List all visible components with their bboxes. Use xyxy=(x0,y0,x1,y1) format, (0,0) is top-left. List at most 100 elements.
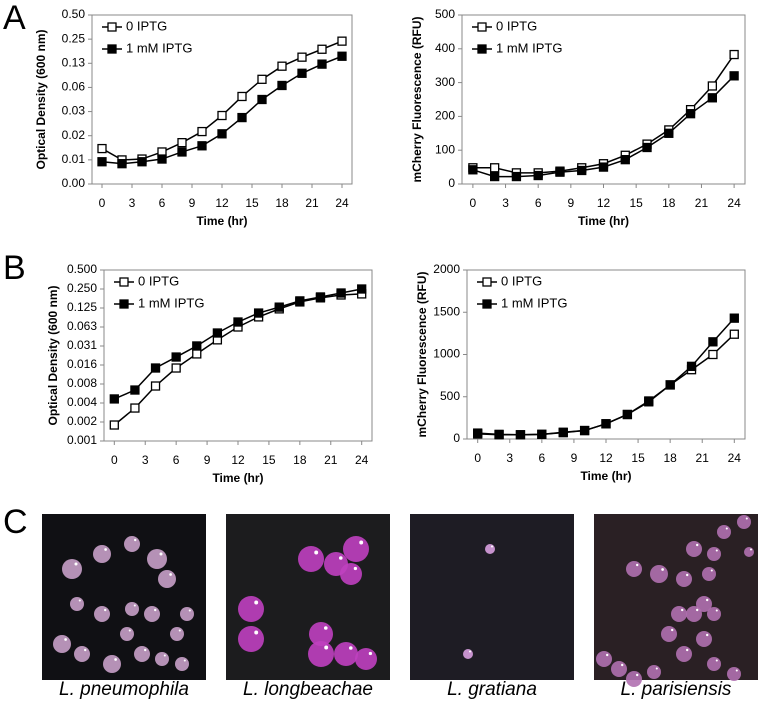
photo xyxy=(42,514,206,680)
data-point xyxy=(555,167,565,177)
highlight xyxy=(133,604,136,607)
y-tick-label: 0.03 xyxy=(62,104,86,118)
y-tick-label: 0.02 xyxy=(62,128,86,142)
y-tick-label: 0.06 xyxy=(62,80,86,94)
x-tick-label: 15 xyxy=(262,453,276,467)
panel-label: A xyxy=(3,0,26,37)
highlight xyxy=(104,608,107,612)
legend-marker xyxy=(482,277,492,287)
highlight xyxy=(188,609,191,612)
data-point xyxy=(620,155,630,165)
colony xyxy=(661,626,677,642)
highlight xyxy=(104,548,107,551)
highlight xyxy=(254,600,259,605)
data-point xyxy=(533,170,543,181)
data-point xyxy=(237,112,247,123)
data-point xyxy=(257,74,267,84)
data-point xyxy=(664,128,674,138)
legend-label: 0 IPTG xyxy=(138,273,179,288)
legend-label: 1 mM IPTG xyxy=(496,40,562,55)
colony xyxy=(238,596,264,622)
x-tick-label: 6 xyxy=(535,196,542,210)
legend-marker xyxy=(482,299,492,309)
x-tick-label: 24 xyxy=(335,196,349,210)
colony xyxy=(124,536,140,552)
x-tick-label: 24 xyxy=(355,453,369,467)
x-tick-label: 9 xyxy=(204,453,211,467)
colony xyxy=(308,641,334,667)
x-tick-label: 9 xyxy=(189,196,196,210)
x-tick-label: 21 xyxy=(696,451,710,465)
data-point xyxy=(686,361,697,371)
colony xyxy=(702,567,716,581)
photo-caption: L. pneumophila xyxy=(59,679,189,700)
data-point xyxy=(729,329,739,339)
y-tick-label: 0.004 xyxy=(67,395,97,409)
data-point xyxy=(598,162,609,172)
x-axis-title: Time (hr) xyxy=(212,471,263,485)
highlight xyxy=(163,654,166,657)
y-tick-label: 0 xyxy=(453,431,460,445)
legend-label: 1 mM IPTG xyxy=(501,295,567,310)
y-tick-label: 500 xyxy=(440,389,460,403)
colony xyxy=(175,657,189,671)
y-tick-label: 0.01 xyxy=(62,152,86,166)
y-tick-label: 0.13 xyxy=(62,55,86,69)
y-tick-label: 2000 xyxy=(433,262,460,276)
legend-marker xyxy=(119,299,129,309)
series-line xyxy=(113,293,362,426)
data-point xyxy=(192,349,202,359)
data-point xyxy=(297,52,307,62)
highlight xyxy=(368,651,373,656)
highlight xyxy=(715,609,718,612)
colony xyxy=(650,565,668,583)
x-tick-label: 24 xyxy=(728,451,742,465)
data-point xyxy=(277,80,287,91)
colony xyxy=(334,642,358,666)
legend-label: 0 IPTG xyxy=(501,273,542,288)
data-point xyxy=(490,163,500,173)
colony xyxy=(93,545,111,563)
colony xyxy=(626,561,642,577)
highlight xyxy=(178,629,181,632)
y-tick-label: 0.25 xyxy=(62,31,86,45)
chart: 0.00 0.01 0.02 0.03 0.06 0.13 0.25 0.50 0 3 6 9 12 15… xyxy=(34,7,353,228)
y-tick-label: 0.001 xyxy=(67,433,97,447)
data-point xyxy=(130,403,140,413)
data-point xyxy=(295,296,305,306)
colony xyxy=(144,606,160,622)
y-tick-label: 400 xyxy=(435,41,455,55)
y-tick-label: 300 xyxy=(435,75,455,89)
colony xyxy=(717,525,731,539)
y-axis-title: Optical Density (600 nm) xyxy=(46,285,60,425)
data-point xyxy=(277,61,287,71)
highlight xyxy=(128,629,131,632)
highlight xyxy=(84,648,87,652)
x-axis-title: Time (hr) xyxy=(578,214,629,228)
colony xyxy=(707,607,721,621)
highlight xyxy=(159,552,163,556)
highlight xyxy=(671,628,674,632)
photo-caption: L. parisiensis xyxy=(621,679,732,700)
colony xyxy=(158,570,176,588)
highlight xyxy=(339,556,343,560)
highlight xyxy=(655,667,658,670)
data-point xyxy=(336,288,346,298)
series-line xyxy=(477,317,735,436)
legend-marker xyxy=(477,22,487,32)
photo xyxy=(226,514,390,680)
colony xyxy=(485,544,495,554)
y-tick-label: 1500 xyxy=(433,304,460,318)
colony xyxy=(147,549,167,569)
highlight xyxy=(254,630,259,635)
colony xyxy=(343,536,369,562)
data-point xyxy=(217,129,227,139)
colony xyxy=(94,606,110,622)
data-point xyxy=(274,302,284,312)
data-point xyxy=(642,142,652,153)
x-tick-label: 21 xyxy=(695,196,709,210)
data-point xyxy=(577,165,587,176)
x-tick-label: 12 xyxy=(215,196,229,210)
highlight xyxy=(169,573,172,576)
data-point xyxy=(150,363,161,373)
